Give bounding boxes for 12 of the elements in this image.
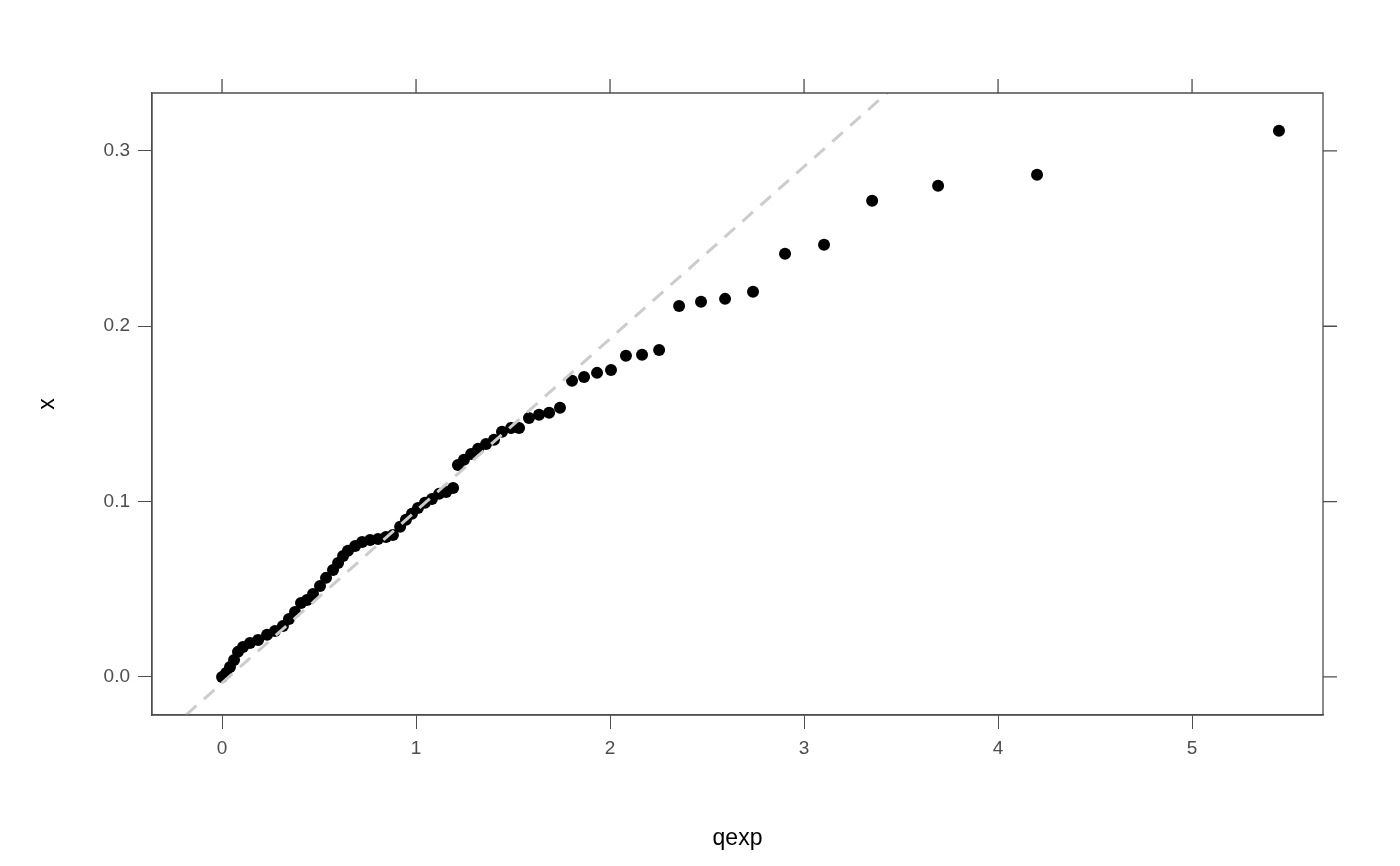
y-axis-title: x: [33, 397, 60, 410]
x-tick-label: 3: [798, 736, 810, 758]
y-tick-label: 0.1: [103, 489, 130, 511]
y-tick-label: 0.2: [103, 314, 130, 336]
x-axis-title: qexp: [712, 823, 763, 850]
x-tick-label: 1: [410, 736, 422, 758]
x-tick-label: 2: [604, 736, 616, 758]
y-tick-label: 0.3: [103, 139, 130, 161]
x-tick-label: 4: [992, 736, 1004, 758]
x-tick-label: 0: [216, 736, 228, 758]
y-tick-label: 0.0: [103, 665, 130, 687]
x-tick-label: 5: [1186, 736, 1198, 758]
